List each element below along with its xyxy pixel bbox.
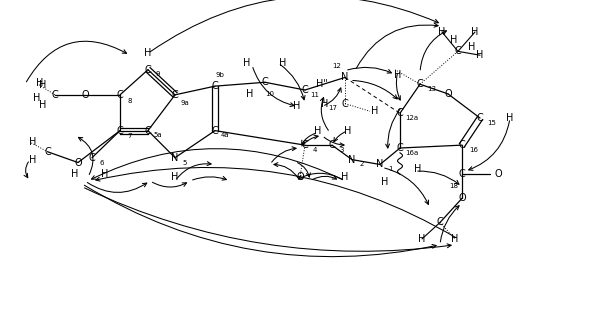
Text: H: H (381, 177, 389, 187)
Text: C: C (171, 90, 178, 100)
Text: H: H (371, 106, 379, 116)
Text: H: H (243, 58, 251, 68)
Text: C: C (262, 77, 269, 87)
Text: C: C (117, 126, 123, 136)
Text: C: C (459, 169, 465, 179)
Text: 12a: 12a (405, 115, 419, 121)
Text: H: H (29, 137, 37, 147)
Text: 5a: 5a (154, 133, 163, 138)
Text: C: C (477, 113, 484, 123)
Text: C: C (211, 81, 219, 91)
Text: N: N (376, 159, 383, 169)
Text: 1: 1 (388, 166, 392, 172)
Text: H: H (451, 35, 458, 45)
Text: 17: 17 (329, 105, 337, 111)
Text: H: H (71, 169, 79, 179)
Text: 4a: 4a (221, 133, 229, 138)
Text: 3: 3 (340, 147, 344, 153)
Text: O: O (296, 172, 304, 182)
Text: C: C (416, 79, 423, 89)
Text: C: C (455, 46, 461, 56)
Text: O: O (74, 157, 82, 168)
Text: 6: 6 (100, 159, 104, 166)
Text: C: C (52, 90, 58, 100)
Text: 8: 8 (128, 98, 133, 104)
Text: N: N (348, 155, 356, 165)
Text: H: H (279, 58, 287, 68)
Text: C: C (45, 147, 51, 157)
Text: H: H (341, 172, 349, 182)
Text: C: C (145, 126, 151, 136)
Text: 4: 4 (313, 147, 317, 153)
Text: C: C (329, 140, 335, 150)
Text: 11: 11 (310, 92, 319, 98)
Text: C: C (436, 217, 444, 227)
Text: 5: 5 (183, 159, 187, 166)
Text: 16a: 16a (405, 150, 419, 156)
Text: H: H (345, 126, 352, 136)
Text: H: H (418, 234, 426, 244)
Text: H: H (246, 89, 254, 99)
Text: N: N (171, 153, 178, 163)
Text: H": H" (316, 79, 328, 89)
Text: H: H (39, 80, 47, 90)
Text: 9: 9 (155, 71, 160, 76)
Text: N: N (341, 73, 349, 82)
Text: H: H (438, 27, 446, 37)
Text: C: C (117, 90, 123, 100)
Text: 10: 10 (266, 91, 274, 97)
Text: H: H (451, 234, 459, 244)
Text: O: O (81, 90, 89, 100)
Text: O: O (458, 193, 466, 203)
Text: C: C (396, 108, 403, 118)
Text: H: H (29, 155, 37, 165)
Text: 9b: 9b (216, 72, 224, 77)
Text: O: O (444, 89, 452, 99)
Text: H: H (39, 99, 47, 110)
Text: C: C (211, 126, 219, 136)
Text: 9a: 9a (181, 99, 190, 106)
Text: 18: 18 (449, 183, 458, 189)
Text: C: C (302, 140, 309, 150)
Text: 15: 15 (488, 120, 497, 126)
Text: 12: 12 (333, 63, 342, 69)
Text: H: H (315, 126, 322, 136)
Text: H: H (34, 93, 41, 103)
Text: H: H (394, 70, 402, 80)
Text: H: H (322, 98, 329, 109)
Text: 7: 7 (128, 133, 133, 139)
Text: 2: 2 (360, 161, 364, 168)
Text: H: H (171, 172, 178, 182)
Text: C: C (342, 98, 348, 109)
Text: H: H (477, 50, 484, 60)
Text: H: H (414, 164, 422, 174)
Text: H: H (468, 41, 476, 52)
Text: 13: 13 (428, 86, 436, 92)
Text: 16: 16 (469, 147, 478, 153)
Text: H: H (293, 101, 301, 111)
Text: H: H (471, 27, 479, 37)
Text: C: C (88, 153, 95, 163)
Text: C: C (459, 140, 465, 150)
Text: C: C (302, 85, 309, 95)
Text: C: C (145, 65, 151, 75)
Text: H: H (144, 48, 152, 58)
Text: H: H (507, 113, 514, 123)
Text: C: C (396, 143, 403, 153)
Text: O: O (494, 169, 502, 179)
Text: H: H (37, 78, 44, 88)
Text: H: H (101, 169, 109, 179)
